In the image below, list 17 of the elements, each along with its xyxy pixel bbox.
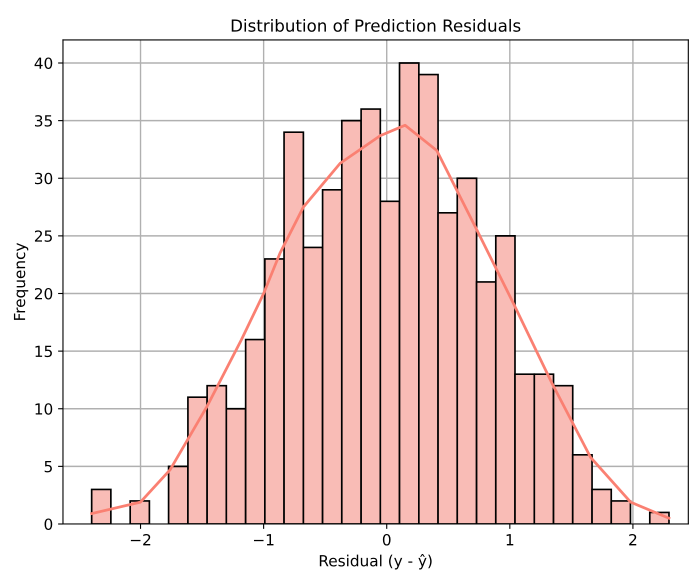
y-tick-label: 25 — [34, 230, 52, 242]
x-tick-label: 2 — [629, 534, 636, 546]
y-tick-label: 15 — [35, 346, 52, 358]
x-axis-title: Residual (y - ŷ) — [320, 554, 432, 570]
chart-title: Distribution of Prediction Residuals — [232, 18, 520, 32]
y-tick-label: 5 — [44, 461, 52, 472]
x-tick-label: 0 — [382, 534, 391, 546]
y-tick-label: 0 — [44, 518, 52, 530]
y-axis-title: Frequency — [14, 242, 28, 320]
y-tick-label: 30 — [34, 172, 52, 184]
x-tick-label: 1 — [506, 534, 514, 546]
y-tick-label: 40 — [34, 57, 52, 70]
y-tick-label: 10 — [35, 403, 52, 415]
y-tick-label: 20 — [34, 288, 52, 300]
x-tick-label: −2 — [130, 534, 150, 546]
x-tick-label: −1 — [254, 534, 274, 546]
y-tick-label: 35 — [34, 115, 52, 127]
